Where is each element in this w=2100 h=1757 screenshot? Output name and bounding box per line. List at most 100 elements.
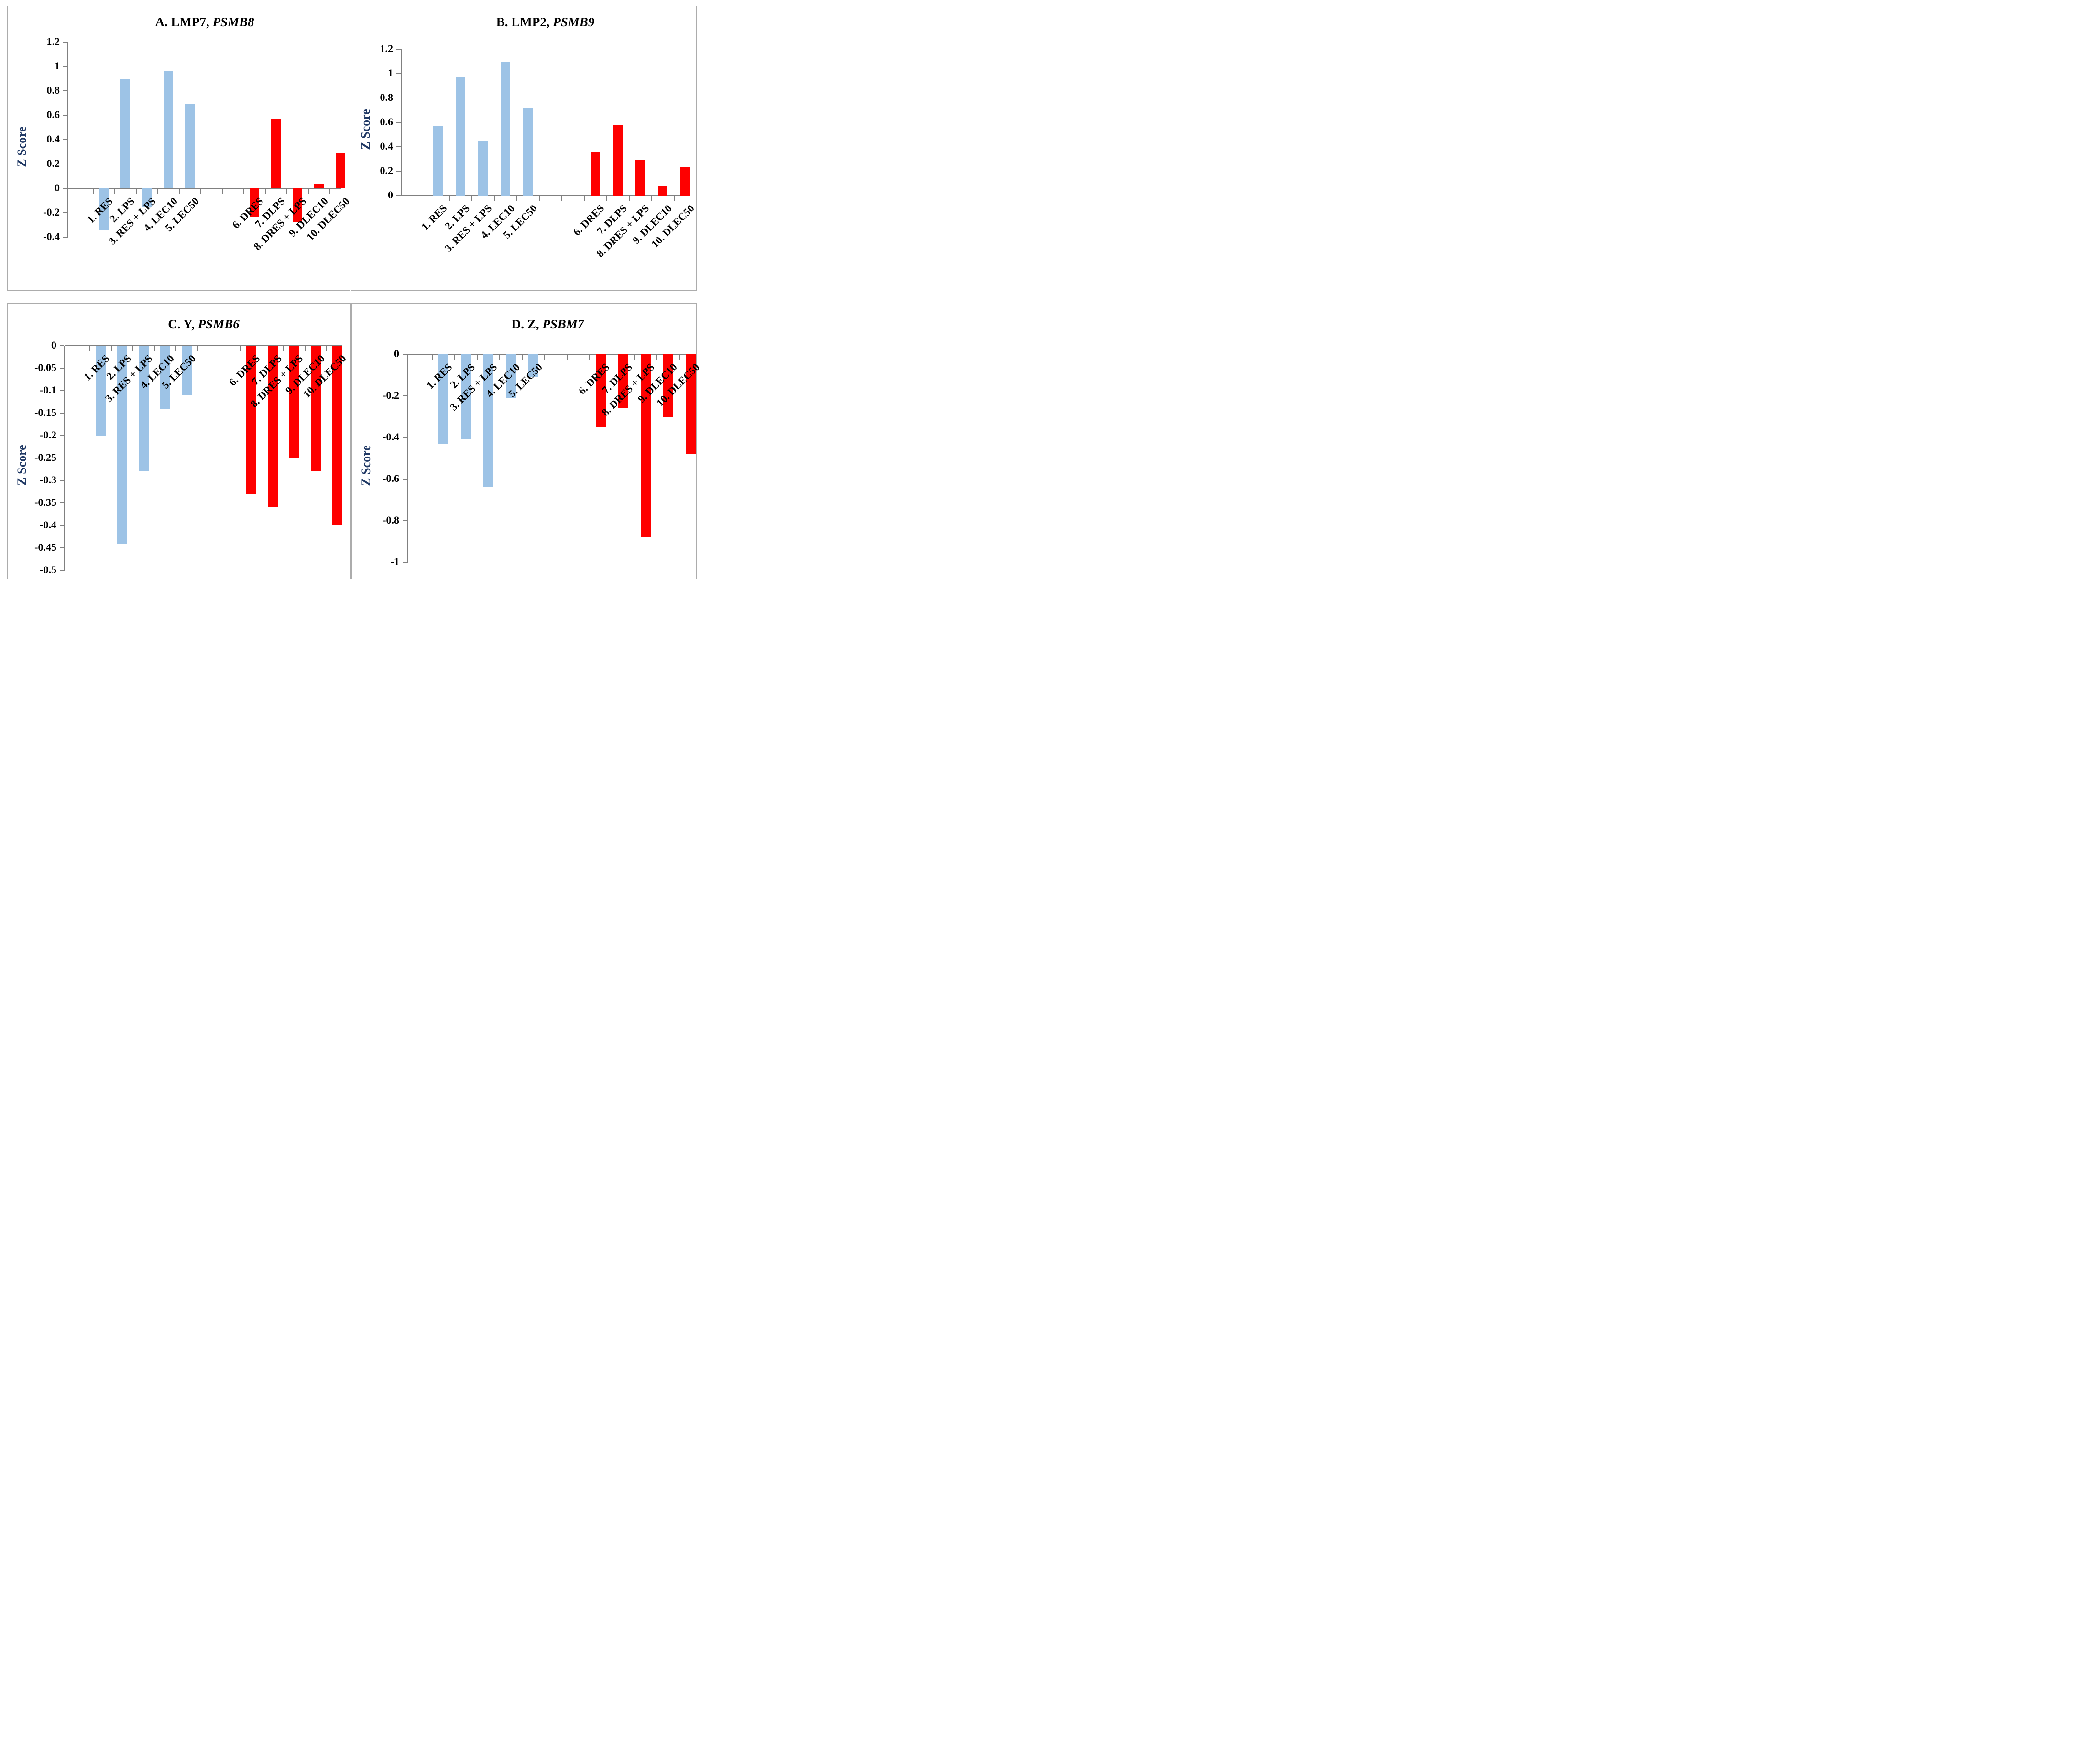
panel-b-title-main: B. LMP2,	[496, 15, 550, 29]
panel-a-title-gene: PSMB8	[212, 15, 254, 29]
panel-b-y-tick-label-1.2: 1.2	[380, 43, 394, 55]
panel-d-bar-8-dres-lps	[640, 354, 651, 537]
panel-c-y-tick--0.45	[60, 547, 64, 548]
panel-d-y-tick-label--1: -1	[390, 556, 399, 567]
panel-d-category-tick-7	[589, 354, 590, 360]
panel-b-y-tick-0.4	[396, 146, 401, 147]
panel-c-category-tick-1	[110, 346, 112, 351]
panel-d-y-tick-0	[403, 354, 407, 355]
panel-b-bar-10-dlec50	[680, 167, 690, 196]
panel-a-lmp7-psmb8: A. LMP7, PSMB8 Z Score 1.2 1 0.8 0.6 0.4 0.2 0…	[7, 6, 352, 291]
panel-c-bar-8-dres-lps	[289, 346, 299, 458]
panel-d-y-tick-label--0.6: -0.6	[383, 472, 399, 484]
panel-b-y-tick-label-0.4: 0.4	[380, 140, 394, 152]
panel-c-category-tick-5	[197, 346, 198, 351]
panel-b-y-tick-1.2	[396, 49, 401, 50]
panel-a-category-tick-1	[114, 188, 115, 194]
panel-a-bar-2-lps	[120, 78, 130, 188]
panel-b-y-tick-label-0: 0	[388, 189, 393, 201]
panel-c-y-tick--0.5	[60, 570, 64, 571]
panel-d-bar-3-res-lps	[483, 354, 493, 488]
panel-c-category-tick-4	[175, 346, 176, 351]
panel-a-y-tick-label--0.4: -0.4	[43, 230, 60, 242]
panel-b-title-gene: PSMB9	[553, 15, 595, 29]
panel-a-bar-10-dlec50	[336, 153, 345, 188]
panel-b-category-tick-11	[673, 196, 675, 201]
panel-d-y-axis-label: Z Score	[359, 445, 373, 486]
panel-d-bar-2-lps	[460, 354, 471, 440]
panel-d-y-tick-label--0.4: -0.4	[383, 431, 399, 443]
panel-d-bar-1-res	[438, 354, 448, 444]
panel-b-y-axis-line	[401, 49, 402, 196]
panel-c-bar-3-res-lps	[138, 346, 149, 472]
panel-d-category-axis-line	[408, 354, 688, 355]
panel-c-category-tick-2	[132, 346, 133, 351]
panel-b-y-tick-label-0.2: 0.2	[380, 164, 394, 176]
panel-a-y-tick-0.8	[63, 90, 67, 91]
panel-b-y-tick-1	[396, 73, 401, 74]
panel-b-y-tick-label-0.8: 0.8	[380, 91, 394, 103]
panel-b-category-tick-3	[493, 196, 495, 201]
panel-b-bar-2-lps	[456, 77, 465, 196]
panel-a-y-axis-line	[67, 42, 68, 238]
panel-c-category-tick-3	[153, 346, 155, 351]
panel-c-bar-4-lec10	[160, 346, 170, 409]
panel-a-category-tick-10	[307, 188, 309, 194]
panel-c-y-tick-label--0.15: -0.15	[34, 406, 56, 418]
panel-a-category-tick-7	[243, 188, 244, 194]
panel-d-category-tick-4	[521, 354, 523, 360]
panel-b-category-tick-6	[561, 196, 562, 201]
panel-a-bar-9-dlec10	[314, 183, 324, 188]
panel-b-bar-7-dlps	[613, 125, 623, 196]
panel-c-y-tick-0	[60, 345, 64, 346]
panel-b-bar-5-lec50	[523, 108, 533, 196]
panel-c-y-psmb6: C. Y, PSMB6 Z Score 0 -0.05 -0.1 -0.15 -0.2 -…	[7, 303, 351, 579]
panel-b-category-tick-5	[538, 196, 540, 201]
panel-a-bar-4-lec10	[164, 71, 173, 188]
panel-a-y-tick-label-0.6: 0.6	[46, 109, 60, 120]
panel-b-category-tick-9	[628, 196, 630, 201]
panel-a-category-tick-8	[264, 188, 266, 194]
panel-c-y-tick-label-0: 0	[51, 339, 56, 351]
panel-b-bar-6-dres	[591, 152, 600, 196]
panel-d-category-tick-0	[431, 354, 433, 360]
panel-c-bar-10-dlec50	[332, 346, 342, 525]
panel-a-category-tick-5	[200, 188, 201, 194]
panel-d-title: D. Z, PSBM7	[408, 317, 688, 332]
panel-d-y-tick--0.2	[403, 395, 407, 396]
panel-c-title: C. Y, PSMB6	[65, 317, 342, 332]
panel-a-y-tick-0.4	[63, 139, 67, 140]
panel-b-category-axis-line	[402, 195, 689, 196]
panel-a-y-tick--0.2	[63, 212, 67, 213]
panel-a-category-tick-3	[157, 188, 158, 194]
panel-d-z-psbm7: D. Z, PSBM7 Z Score 0 -0.2 -0.4 -0.6 -0.8 -1 1…	[351, 303, 700, 579]
panel-c-y-tick-label--0.35: -0.35	[34, 496, 56, 508]
panel-c-bar-9-dlec10	[310, 346, 321, 472]
panel-c-y-tick--0.35	[60, 502, 64, 503]
panel-c-y-tick-label--0.3: -0.3	[40, 474, 56, 486]
panel-d-title-main: D. Z,	[511, 317, 539, 331]
panel-c-category-tick-11	[326, 346, 327, 351]
panel-d-bar-4-lec10	[505, 354, 516, 398]
panel-a-category-tick-9	[286, 188, 287, 194]
panel-b-category-tick-4	[516, 196, 517, 201]
panel-c-y-tick--0.15	[60, 413, 64, 414]
panel-d-y-tick-label--0.2: -0.2	[383, 389, 399, 401]
panel-a-y-tick-label-1: 1	[55, 60, 60, 72]
panel-a-category-tick-6	[221, 188, 223, 194]
panel-d-y-tick--0.4	[403, 437, 407, 438]
panel-b-y-tick-0.6	[396, 122, 401, 123]
panel-c-y-tick-label--0.25: -0.25	[34, 451, 56, 463]
panel-c-y-tick--0.3	[60, 480, 64, 481]
panel-a-y-tick-0	[63, 188, 67, 189]
panel-d-category-tick-11	[678, 354, 680, 360]
panel-d-category-tick-2	[476, 354, 478, 360]
panel-d-category-tick-9	[634, 354, 635, 360]
panel-d-bar-10-dlec50	[685, 354, 696, 454]
panel-b-category-label-1: 1. RES	[419, 202, 449, 233]
panel-a-title-main: A. LMP7,	[155, 15, 209, 29]
panel-a-title: A. LMP7, PSMB8	[68, 15, 341, 30]
panel-d-bar-6-dres	[595, 354, 606, 427]
panel-b-bar-8-dres-lps	[635, 160, 645, 196]
panel-d-y-tick--0.8	[403, 520, 407, 521]
